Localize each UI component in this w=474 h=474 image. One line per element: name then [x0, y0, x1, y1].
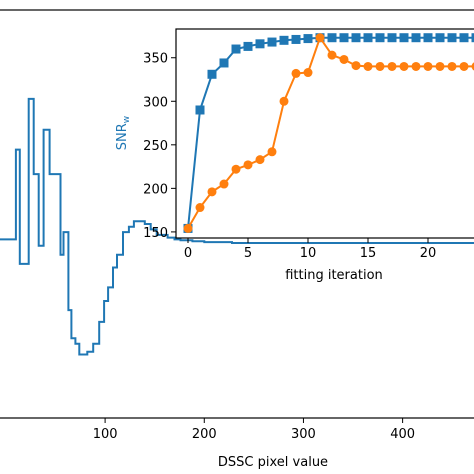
inset-series-0-marker: [231, 44, 241, 54]
inset-y-tick-label: 350: [143, 52, 168, 67]
inset-series-1-marker: [363, 61, 373, 71]
inset-series-1-marker: [279, 96, 289, 106]
inset-x-tick-label: 20: [420, 246, 437, 261]
inset-series-0-marker: [207, 69, 217, 79]
main-x-axis-title: DSSC pixel value: [218, 455, 328, 470]
inset-series-1-marker: [243, 160, 253, 170]
inset-series-1-marker: [207, 187, 217, 197]
inset-series-1-marker: [447, 61, 457, 71]
inset-series-1-marker: [255, 155, 265, 165]
inset-series-1-marker: [183, 223, 193, 233]
inset-series-0-marker: [399, 33, 409, 43]
inset-x-tick-label: 10: [300, 246, 317, 261]
inset-x-axis-title: fitting iteration: [285, 268, 383, 283]
inset-series-1-marker: [471, 62, 474, 71]
inset-y-tick-label: 200: [143, 182, 168, 197]
inset-y-tick-label: 250: [143, 139, 168, 154]
inset-series-0-marker: [459, 33, 469, 43]
inset-series-0-marker: [411, 33, 421, 43]
inset-series-1-marker: [375, 61, 385, 71]
inset-series-1-marker: [291, 68, 301, 78]
inset-series-0-marker: [471, 33, 474, 43]
inset-series-0-marker: [267, 37, 277, 47]
inset-plot-frame: [175, 28, 474, 239]
inset-series-1-marker: [351, 61, 361, 71]
inset-series-1-marker: [303, 68, 313, 78]
inset-x-tick-label: 15: [360, 246, 377, 261]
inset-series-1-marker: [399, 61, 409, 71]
main-series-line-0: [0, 97, 474, 356]
inset-series-0-marker: [339, 33, 349, 43]
inset-y-tick-label: 150: [143, 226, 168, 241]
inset-series-1-marker: [219, 179, 229, 189]
inset-x-tick-label: 5: [244, 246, 252, 261]
inset-series-0-marker: [447, 33, 457, 43]
inset-series-1-marker: [327, 50, 337, 60]
inset-series-0-marker: [435, 33, 445, 43]
main-x-tick-label: 200: [192, 427, 217, 442]
inset-series-0-marker: [243, 41, 253, 51]
inset-series-0-marker: [279, 35, 289, 45]
main-x-tick-label: 300: [291, 427, 316, 442]
inset-y-axis-title: SNRw: [115, 116, 132, 150]
inset-series-0-marker: [423, 33, 433, 43]
inset-series-1-marker: [231, 164, 241, 174]
inset-series-0-marker: [219, 58, 229, 68]
inset-series-0-marker: [387, 33, 397, 43]
inset-series-1-marker: [267, 147, 277, 157]
inset-series-1-marker: [315, 33, 325, 43]
inset-series-0-marker: [303, 34, 313, 44]
main-plot-frame: [0, 9, 474, 419]
inset-series-1-marker: [423, 61, 433, 71]
inset-series-1-marker: [387, 61, 397, 71]
inset-series-0-marker: [291, 34, 301, 44]
inset-x-tick-label: 0: [184, 246, 192, 261]
inset-series-0-marker: [195, 105, 205, 115]
inset-series-0-marker: [375, 33, 385, 43]
inset-series-0-marker: [363, 33, 373, 43]
inset-series-1-marker: [195, 203, 205, 213]
inset-series-0-marker: [255, 39, 265, 49]
main-x-tick-label: 100: [93, 427, 118, 442]
main-chart: 100 200 300 400 DSSC pixel value: [0, 9, 474, 470]
inset-series-1-marker: [459, 61, 469, 71]
inset-series-1-marker: [435, 61, 445, 71]
inset-y-tick-label: 300: [143, 95, 168, 110]
main-x-tick-label: 400: [390, 427, 415, 442]
inset-series-0-marker: [327, 33, 337, 43]
inset-series-0-marker: [351, 33, 361, 43]
inset-series-1-marker: [339, 54, 349, 64]
inset-series-1-marker: [411, 61, 421, 71]
